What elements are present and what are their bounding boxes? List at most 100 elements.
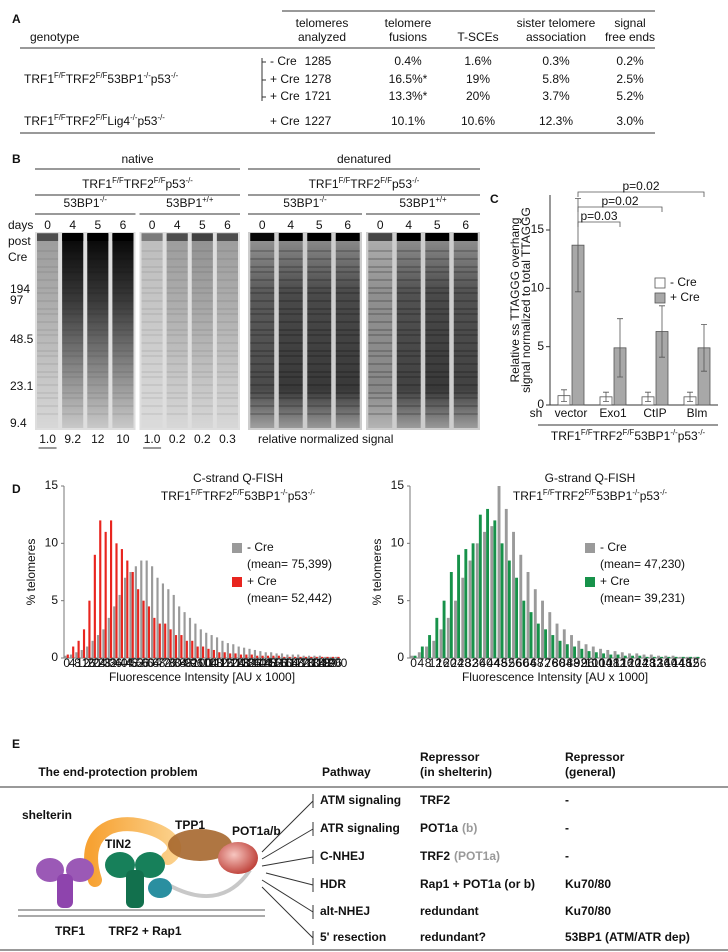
- gel-band: [335, 258, 360, 260]
- gel-band: [191, 292, 213, 294]
- gel-well: [216, 233, 238, 241]
- genotype-part: TRF2: [350, 177, 380, 191]
- table-cell: 3.7%: [542, 89, 570, 103]
- inhibition-arrow: [261, 794, 314, 853]
- gel-band: [396, 266, 421, 268]
- x-tick-label: 40: [479, 656, 493, 670]
- bar: [294, 656, 297, 658]
- gel-band: [37, 363, 59, 365]
- bar: [229, 653, 232, 658]
- legend-label: - Cre: [247, 540, 274, 554]
- gel-band: [425, 258, 450, 260]
- bar: [275, 653, 278, 658]
- gel-band: [191, 271, 213, 273]
- row-label: Cre: [8, 250, 28, 264]
- bar: [164, 623, 167, 658]
- genotype-part: TRF2: [203, 489, 233, 503]
- gel-band: [278, 384, 303, 386]
- gel-band: [368, 355, 393, 357]
- gel-band: [453, 271, 478, 273]
- gel-well: [425, 233, 450, 241]
- gel-band: [278, 266, 303, 268]
- gel-band: [191, 392, 213, 394]
- bar: [573, 646, 577, 658]
- gel-band: [141, 371, 163, 373]
- bar: [609, 654, 613, 658]
- gel-band: [141, 279, 163, 281]
- gel-band: [335, 308, 360, 310]
- bar: [515, 577, 519, 658]
- x-tick-label: 80: [168, 656, 182, 670]
- bar: [432, 640, 436, 658]
- gel-band: [453, 371, 478, 373]
- gel-band: [191, 334, 213, 336]
- bar: [686, 656, 689, 658]
- trf2-shape: [126, 870, 144, 908]
- error-bar: [701, 324, 707, 372]
- gel-band: [37, 250, 59, 252]
- gel-band: [87, 397, 109, 399]
- bar: [180, 635, 183, 658]
- gel-band: [307, 334, 332, 336]
- signal-value: 0.3: [219, 432, 236, 446]
- legend-label: + Cre: [247, 574, 277, 588]
- genotype-part: p53: [151, 72, 171, 86]
- gel-band: [37, 342, 59, 344]
- repressor-part: redundant?: [420, 930, 486, 944]
- repressor-shelterin: TRF2 (POT1a): [420, 849, 500, 863]
- gel-band: [307, 308, 332, 310]
- x-tick-label: 32: [103, 656, 117, 670]
- gel-band: [453, 413, 478, 415]
- x-tick-label: 32: [465, 656, 479, 670]
- gel-band: [37, 271, 59, 273]
- gel-band: [278, 329, 303, 331]
- x-tick-label: 0: [63, 656, 70, 670]
- x-tick-label: 24: [92, 656, 106, 670]
- bar: [110, 520, 113, 658]
- repressor-general: Ku70/80: [565, 904, 611, 918]
- bar: [239, 654, 243, 658]
- column-header: association: [526, 30, 586, 44]
- gel-band: [278, 258, 303, 260]
- bar: [86, 646, 89, 658]
- bar: [439, 629, 443, 658]
- significance-bracket: [577, 221, 621, 227]
- gel-lane: [141, 234, 163, 428]
- gel-lane: [166, 234, 188, 428]
- bar: [77, 640, 80, 658]
- days-label: days: [8, 218, 33, 232]
- gel-band: [425, 405, 450, 407]
- x-tick-label: 100: [192, 656, 212, 670]
- gel-band: [307, 413, 332, 415]
- column-header: (general): [565, 765, 616, 779]
- gel-condition: native: [121, 152, 153, 166]
- gel-band: [335, 355, 360, 357]
- x-tick-label: 176: [295, 656, 315, 670]
- x-tick-label: 188: [311, 656, 331, 670]
- bar: [261, 655, 264, 658]
- repressor-general: -: [565, 821, 569, 835]
- size-marker: 48.5: [10, 332, 34, 346]
- significance-bracket: [577, 206, 663, 212]
- gel-band: [62, 308, 84, 310]
- gel-band: [166, 329, 188, 331]
- bar: [299, 656, 302, 658]
- x-axis-prefix: sh: [530, 406, 543, 420]
- gel-band: [335, 334, 360, 336]
- bar: [548, 612, 552, 658]
- gel-band: [62, 371, 84, 373]
- bar: [410, 655, 414, 658]
- bar: [529, 612, 533, 658]
- genotype-part: F/F: [380, 176, 392, 185]
- legend-swatch: [585, 577, 595, 587]
- bar: [80, 649, 83, 658]
- signal-value: 10: [116, 432, 130, 446]
- genotype-part: F/F: [233, 488, 245, 497]
- bar: [681, 656, 685, 658]
- genotype-part: Lig4: [107, 114, 130, 128]
- y-tick-label: 15: [531, 222, 545, 236]
- gel-band: [141, 342, 163, 344]
- y-tick-label: 0: [397, 650, 404, 664]
- gel-band: [62, 329, 84, 331]
